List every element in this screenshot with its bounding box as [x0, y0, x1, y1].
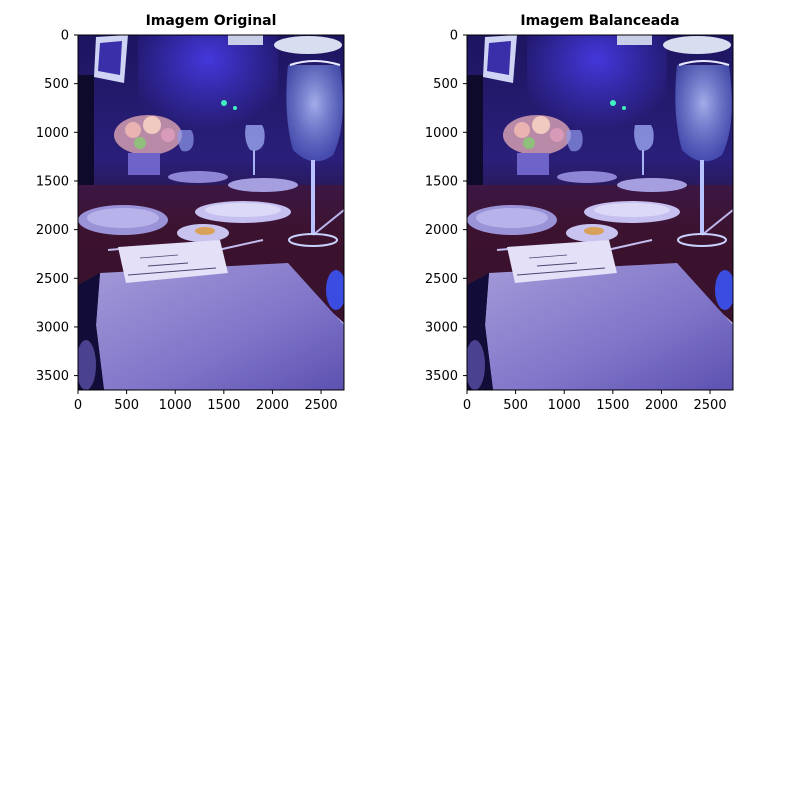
- y-tick-label: 500: [44, 77, 69, 92]
- panel-title: Imagem Balanceada: [520, 13, 679, 29]
- y-tick-label: 0: [450, 29, 458, 44]
- y-tick-label: 1500: [425, 174, 458, 189]
- x-tick-label: 2000: [256, 398, 289, 413]
- panel-title: Imagem Original: [146, 13, 277, 29]
- photo-image: [467, 35, 733, 390]
- axes-frame: [77, 34, 345, 391]
- x-tick-label: 500: [114, 398, 139, 413]
- y-tick-label: 500: [433, 77, 458, 92]
- y-tick-label: 2000: [36, 223, 69, 238]
- x-tick-label: 1000: [548, 398, 581, 413]
- x-tick-label: 1000: [159, 398, 192, 413]
- x-tick-label: 2000: [645, 398, 678, 413]
- photo-image: [78, 35, 344, 390]
- y-tick-label: 0: [61, 29, 69, 44]
- x-tick-label: 2500: [694, 398, 727, 413]
- x-tick-label: 1500: [207, 398, 240, 413]
- y-tick-label: 2000: [425, 223, 458, 238]
- y-tick-label: 2500: [425, 272, 458, 287]
- x-tick-label: 1500: [596, 398, 629, 413]
- y-tick-label: 1000: [425, 126, 458, 141]
- axes-frame: [466, 34, 734, 391]
- y-tick-label: 1000: [36, 126, 69, 141]
- y-tick-label: 1500: [36, 174, 69, 189]
- y-tick-label: 3000: [36, 320, 69, 335]
- x-tick-label: 0: [463, 398, 471, 413]
- image-panel-1: Imagem Original 0 500 1000 1500 2000 2500 0 500 1…: [36, 13, 345, 413]
- x-tick-label: 2500: [305, 398, 338, 413]
- x-tick-label: 500: [503, 398, 528, 413]
- y-tick-label: 2500: [36, 272, 69, 287]
- image-panel-2: Imagem Balanceada 0 500 1000 1500 2000 2500 0 50…: [425, 13, 734, 413]
- y-tick-label: 3500: [425, 369, 458, 384]
- y-tick-label: 3000: [425, 320, 458, 335]
- y-tick-label: 3500: [36, 369, 69, 384]
- x-tick-label: 0: [74, 398, 82, 413]
